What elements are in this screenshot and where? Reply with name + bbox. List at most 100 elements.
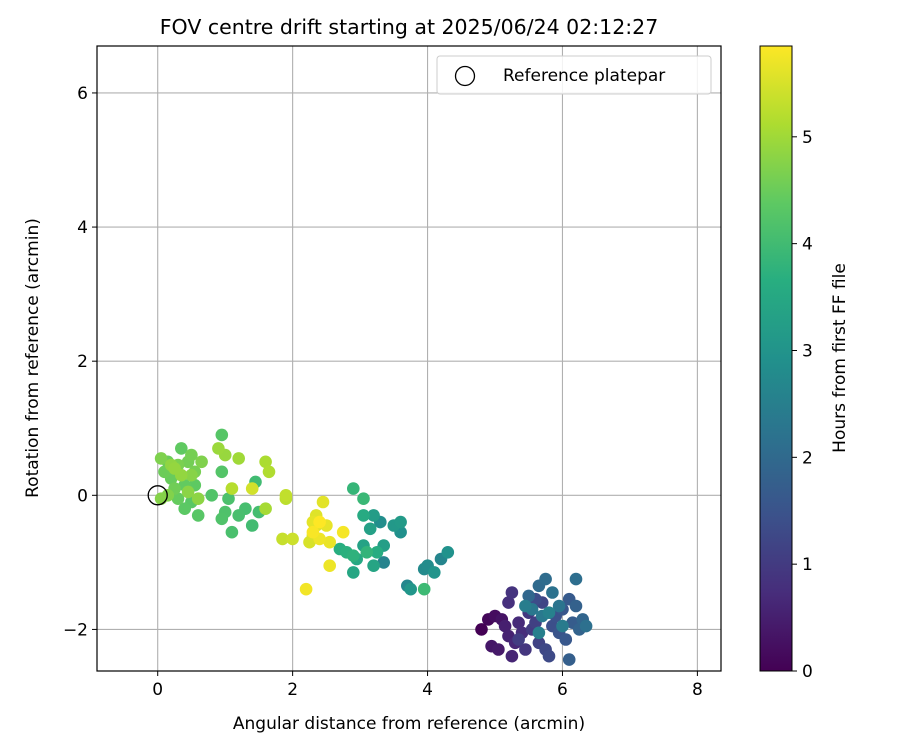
plot-frame [96,45,722,672]
data-point [181,485,195,499]
data-point [512,633,525,646]
data-point [569,572,583,586]
data-point [357,509,370,522]
colorbar-tick-label: 0 [802,662,813,682]
data-point [347,549,360,562]
data-point [306,525,320,539]
data-point [195,455,208,469]
colorbar-tick-label: 5 [802,128,813,148]
data-point [225,525,239,539]
data-point [316,495,330,509]
x-tick-label: 0 [152,680,163,700]
x-tick-label: 2 [287,680,298,700]
data-point [154,452,168,465]
data-point [367,509,380,522]
data-point [532,626,546,640]
data-point [185,468,198,482]
data-point [323,559,337,572]
data-point [262,465,276,479]
x-axis-ticks: 0 2 4 6 8 [152,671,703,700]
data-point [367,559,380,572]
data-point [205,489,218,502]
data-point [417,582,431,596]
data-point [546,586,559,599]
data-point [185,448,198,462]
colorbar-tick-label: 2 [802,448,813,468]
y-axis-label: Rotation from reference (arcmin) [23,218,43,498]
x-tick-label: 4 [422,680,433,700]
data-point [171,492,185,506]
data-point [394,515,407,529]
colorbar-label: Hours from first FF file [830,263,850,453]
legend-box [436,55,712,95]
data-point [215,512,229,526]
data-point [505,586,519,599]
data-point [498,619,512,633]
data-point [492,643,505,656]
legend: Reference platepar [436,55,712,95]
y-tick-label: 0 [77,486,88,506]
colorbar-tick-label: 3 [802,341,813,361]
chart-title: FOV centre drift starting at 2025/06/24 … [160,15,659,39]
y-tick-label: 4 [77,218,88,238]
data-point [404,582,418,596]
colorbar-gradient [759,45,793,672]
data-point [168,462,181,475]
data-point [552,599,566,613]
data-point [225,482,239,495]
data-point [279,489,293,502]
data-point [191,492,205,506]
data-point [562,653,576,666]
data-point [299,582,313,596]
data-point [522,589,535,603]
colorbar-ticks: 0 1 2 3 4 5 [792,128,813,682]
data-point [154,492,168,506]
data-point [336,525,350,539]
data-point [232,452,245,465]
data-point [178,502,191,515]
colorbar-tick-label: 4 [802,235,813,255]
data-point [222,492,235,506]
data-point [539,572,552,586]
data-point [441,546,455,559]
data-point [347,566,360,579]
data-point [175,442,188,455]
data-point [259,502,272,515]
data-point [357,492,370,506]
data-point [363,522,377,536]
data-point [232,509,245,522]
grid-lines [97,46,721,671]
data-point [215,428,229,442]
data-point [259,455,272,469]
x-tick-label: 8 [692,680,703,700]
colorbar: 0 1 2 3 4 5 Hours from first FF file [759,45,850,682]
y-axis-ticks: −2 0 2 4 6 [63,84,97,640]
data-point [542,606,556,619]
data-point [556,619,569,633]
data-point [215,465,229,479]
x-axis-label: Angular distance from reference (arcmin) [233,714,585,734]
reference-marker [147,485,168,506]
data-point [502,596,515,609]
data-point [245,519,259,532]
x-tick-label: 6 [557,680,568,700]
data-point [475,623,488,636]
data-point [276,532,289,546]
data-point [519,599,532,613]
data-point [542,649,556,663]
data-point [370,546,384,559]
data-points [154,428,593,666]
data-point [519,643,532,656]
data-point [569,599,583,613]
data-point [323,535,337,549]
data-point [512,616,525,629]
data-point [505,649,519,663]
data-point [347,482,360,495]
data-point [313,515,326,529]
legend-label-reference-platepar: Reference platepar [503,66,665,86]
data-point [428,566,441,579]
y-tick-label: 6 [77,84,88,104]
y-tick-label: −2 [63,620,88,640]
data-point [191,509,205,522]
